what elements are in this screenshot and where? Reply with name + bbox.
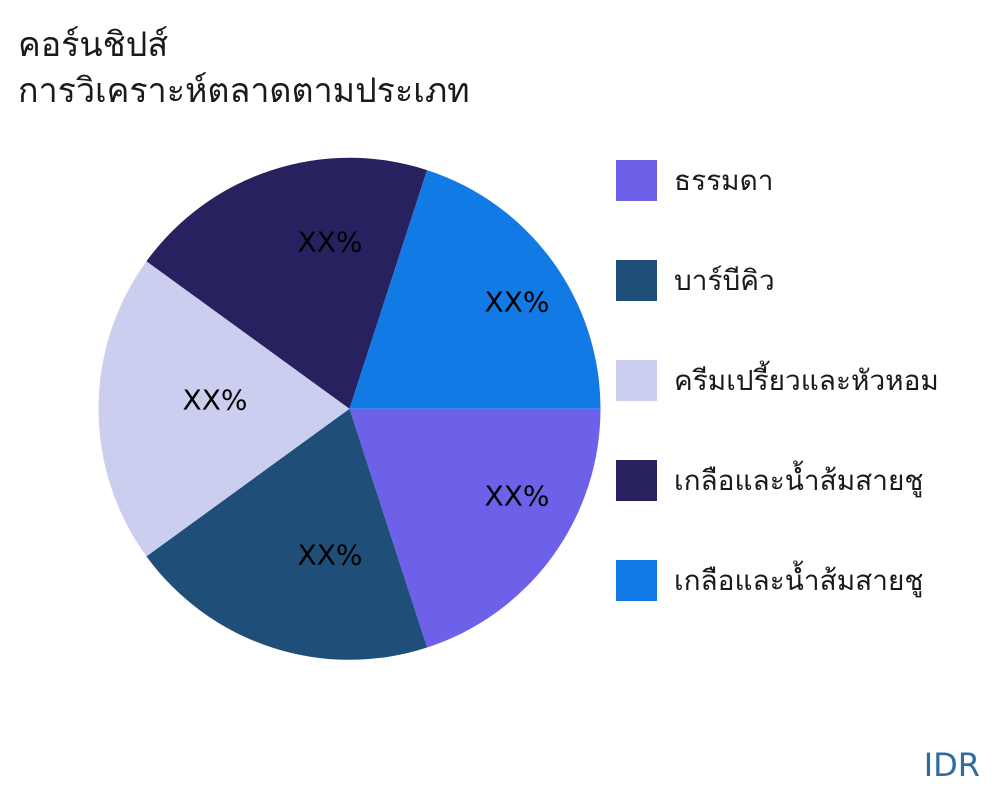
- pie-slice-0: [349, 408, 601, 648]
- legend-label-3: เกลือและน้ำส้มสายชู: [674, 463, 924, 497]
- pie-slice-percentage-label-4: XX%: [485, 286, 550, 319]
- legend-swatch-3: [616, 460, 657, 501]
- legend-label-0: ธรรมดา: [674, 163, 774, 197]
- legend-swatch-0: [616, 160, 657, 201]
- legend-label-4: เกลือและน้ำส้มสายชู: [674, 563, 924, 597]
- legend-label-2: ครีมเปรี้ยวและหัวหอม: [674, 363, 939, 397]
- chart-title: คอร์นชิปส์ การวิเคราะห์ตลาดตามประเภท: [18, 22, 470, 114]
- pie-slice-4: [349, 170, 601, 409]
- legend-item-0: ธรรมดา: [616, 160, 939, 201]
- pie-slice-1: [146, 408, 428, 660]
- legend-swatch-4: [616, 560, 657, 601]
- legend-item-2: ครีมเปรี้ยวและหัวหอม: [616, 360, 939, 401]
- legend: ธรรมดาบาร์บีคิวครีมเปรี้ยวและหัวหอมเกลือ…: [616, 160, 939, 660]
- chart-title-line1: คอร์นชิปส์: [18, 25, 169, 65]
- legend-item-3: เกลือและน้ำส้มสายชู: [616, 460, 939, 501]
- legend-swatch-1: [616, 260, 657, 301]
- legend-item-1: บาร์บีคิว: [616, 260, 939, 301]
- pie-slice-2: [98, 261, 350, 557]
- pie-slice-percentage-label-2: XX%: [183, 384, 248, 417]
- chart-title-line2: การวิเคราะห์ตลาดตามประเภท: [18, 71, 470, 111]
- pie-slice-percentage-label-1: XX%: [298, 539, 363, 572]
- pie-slice-3: [146, 157, 428, 409]
- watermark: IDR: [923, 746, 980, 784]
- legend-label-1: บาร์บีคิว: [674, 263, 775, 297]
- pie-slice-percentage-label-0: XX%: [485, 480, 550, 513]
- legend-item-4: เกลือและน้ำส้มสายชู: [616, 560, 939, 601]
- pie-slice-percentage-label-3: XX%: [298, 226, 363, 259]
- legend-swatch-2: [616, 360, 657, 401]
